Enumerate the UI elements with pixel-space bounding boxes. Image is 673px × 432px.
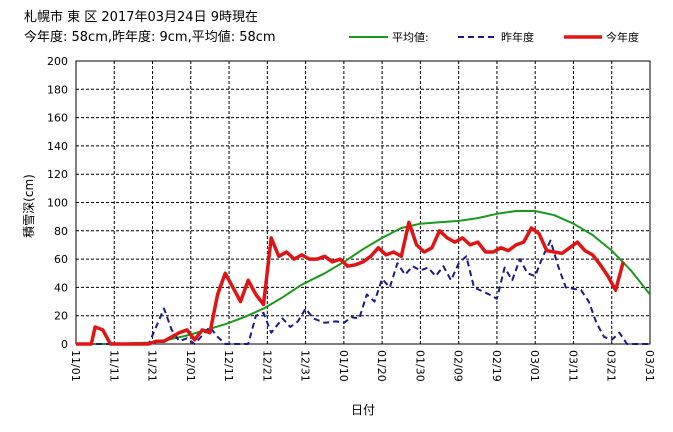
grid (76, 61, 650, 344)
x-axis-ticks: 11/01 11/11 11/21 12/01 12/11 12/21 12/31 01/10… (69, 350, 656, 382)
y-tick-label: 120 (47, 168, 68, 181)
x-tick-label: 01/10 (337, 350, 350, 382)
y-tick-label: 60 (54, 253, 68, 266)
x-tick-label: 01/20 (375, 350, 388, 382)
x-tick-label: 01/30 (413, 350, 426, 382)
x-tick-label: 12/31 (299, 350, 312, 382)
legend: 平均値: 昨年度 今年度 (349, 30, 639, 44)
x-tick-label: 03/21 (605, 350, 618, 382)
y-axis-ticks: 0 20 40 60 80 100 120 140 160 180 200 (47, 55, 68, 351)
y-axis-label: 積雪深(cm) (21, 174, 36, 238)
chart-title: 札幌市 東 区 2017年03月24日 9時現在 (24, 9, 258, 25)
plot-frame (75, 60, 651, 345)
y-tick-label: 100 (47, 197, 68, 210)
y-tick-label: 180 (47, 83, 68, 96)
chart-subtitle: 今年度: 58cm,昨年度: 9cm,平均値: 58cm (24, 29, 276, 45)
series-this-year-line (76, 220, 625, 346)
x-tick-label: 11/01 (69, 350, 82, 382)
x-tick-label: 12/11 (222, 350, 235, 382)
y-tick-label: 80 (54, 225, 68, 238)
x-tick-label: 03/31 (643, 350, 656, 382)
series-lines (76, 210, 651, 346)
x-tick-label: 11/21 (146, 350, 159, 382)
y-tick-label: 160 (47, 112, 68, 125)
y-tick-label: 40 (54, 281, 68, 294)
x-tick-label: 12/01 (184, 350, 197, 382)
legend-label-average: 平均値: (392, 31, 429, 44)
x-axis-label: 日付 (351, 403, 375, 417)
series-last-year-line (76, 239, 650, 345)
legend-label-last-year: 昨年度 (501, 30, 534, 44)
y-tick-label: 140 (47, 140, 68, 153)
y-tick-label: 200 (47, 55, 68, 68)
legend-label-this-year: 今年度 (606, 30, 639, 44)
x-tick-label: 12/21 (260, 350, 273, 382)
x-tick-label: 03/01 (528, 350, 541, 382)
y-tick-label: 20 (54, 310, 68, 323)
x-tick-label: 02/09 (452, 350, 465, 382)
x-tick-label: 03/11 (566, 350, 579, 382)
x-tick-label: 02/19 (490, 350, 503, 382)
x-tick-label: 11/11 (107, 350, 120, 382)
y-tick-label: 0 (61, 338, 68, 351)
